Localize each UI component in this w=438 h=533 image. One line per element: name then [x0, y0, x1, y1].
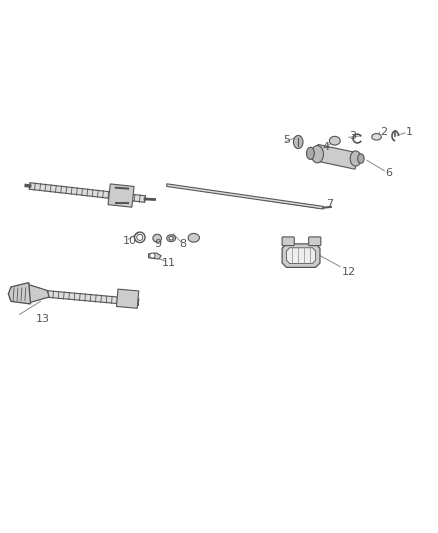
- Text: 5: 5: [283, 135, 290, 146]
- Ellipse shape: [167, 235, 176, 241]
- Polygon shape: [27, 284, 49, 303]
- Polygon shape: [286, 248, 316, 263]
- Ellipse shape: [329, 136, 340, 145]
- Text: 4: 4: [322, 142, 330, 152]
- Text: 12: 12: [342, 266, 356, 277]
- Text: 6: 6: [385, 168, 392, 179]
- FancyBboxPatch shape: [282, 237, 294, 246]
- Text: 11: 11: [162, 259, 176, 269]
- Circle shape: [150, 253, 155, 258]
- Ellipse shape: [153, 235, 162, 242]
- Ellipse shape: [307, 147, 314, 159]
- Polygon shape: [282, 244, 320, 268]
- Text: 1: 1: [406, 127, 413, 138]
- Ellipse shape: [188, 233, 199, 242]
- Text: 13: 13: [36, 314, 50, 324]
- Polygon shape: [314, 144, 358, 169]
- Text: 2: 2: [380, 127, 387, 138]
- Polygon shape: [32, 289, 139, 305]
- Ellipse shape: [372, 134, 381, 140]
- Polygon shape: [8, 282, 31, 304]
- Text: 7: 7: [325, 199, 333, 209]
- Polygon shape: [117, 289, 139, 308]
- Text: 10: 10: [122, 236, 136, 246]
- Ellipse shape: [311, 146, 323, 163]
- Ellipse shape: [357, 154, 364, 163]
- Ellipse shape: [350, 151, 361, 166]
- Ellipse shape: [169, 237, 173, 240]
- Text: 8: 8: [179, 239, 186, 249]
- Polygon shape: [29, 183, 145, 203]
- Polygon shape: [148, 253, 161, 259]
- Text: 3: 3: [350, 131, 357, 141]
- Polygon shape: [167, 184, 323, 209]
- Text: 9: 9: [155, 239, 162, 249]
- FancyBboxPatch shape: [309, 237, 321, 246]
- Polygon shape: [108, 184, 134, 207]
- Ellipse shape: [293, 135, 303, 149]
